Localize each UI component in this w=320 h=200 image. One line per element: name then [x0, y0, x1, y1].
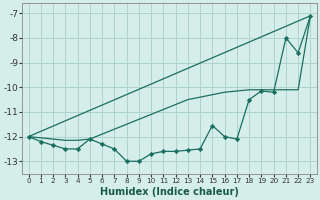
X-axis label: Humidex (Indice chaleur): Humidex (Indice chaleur): [100, 187, 239, 197]
